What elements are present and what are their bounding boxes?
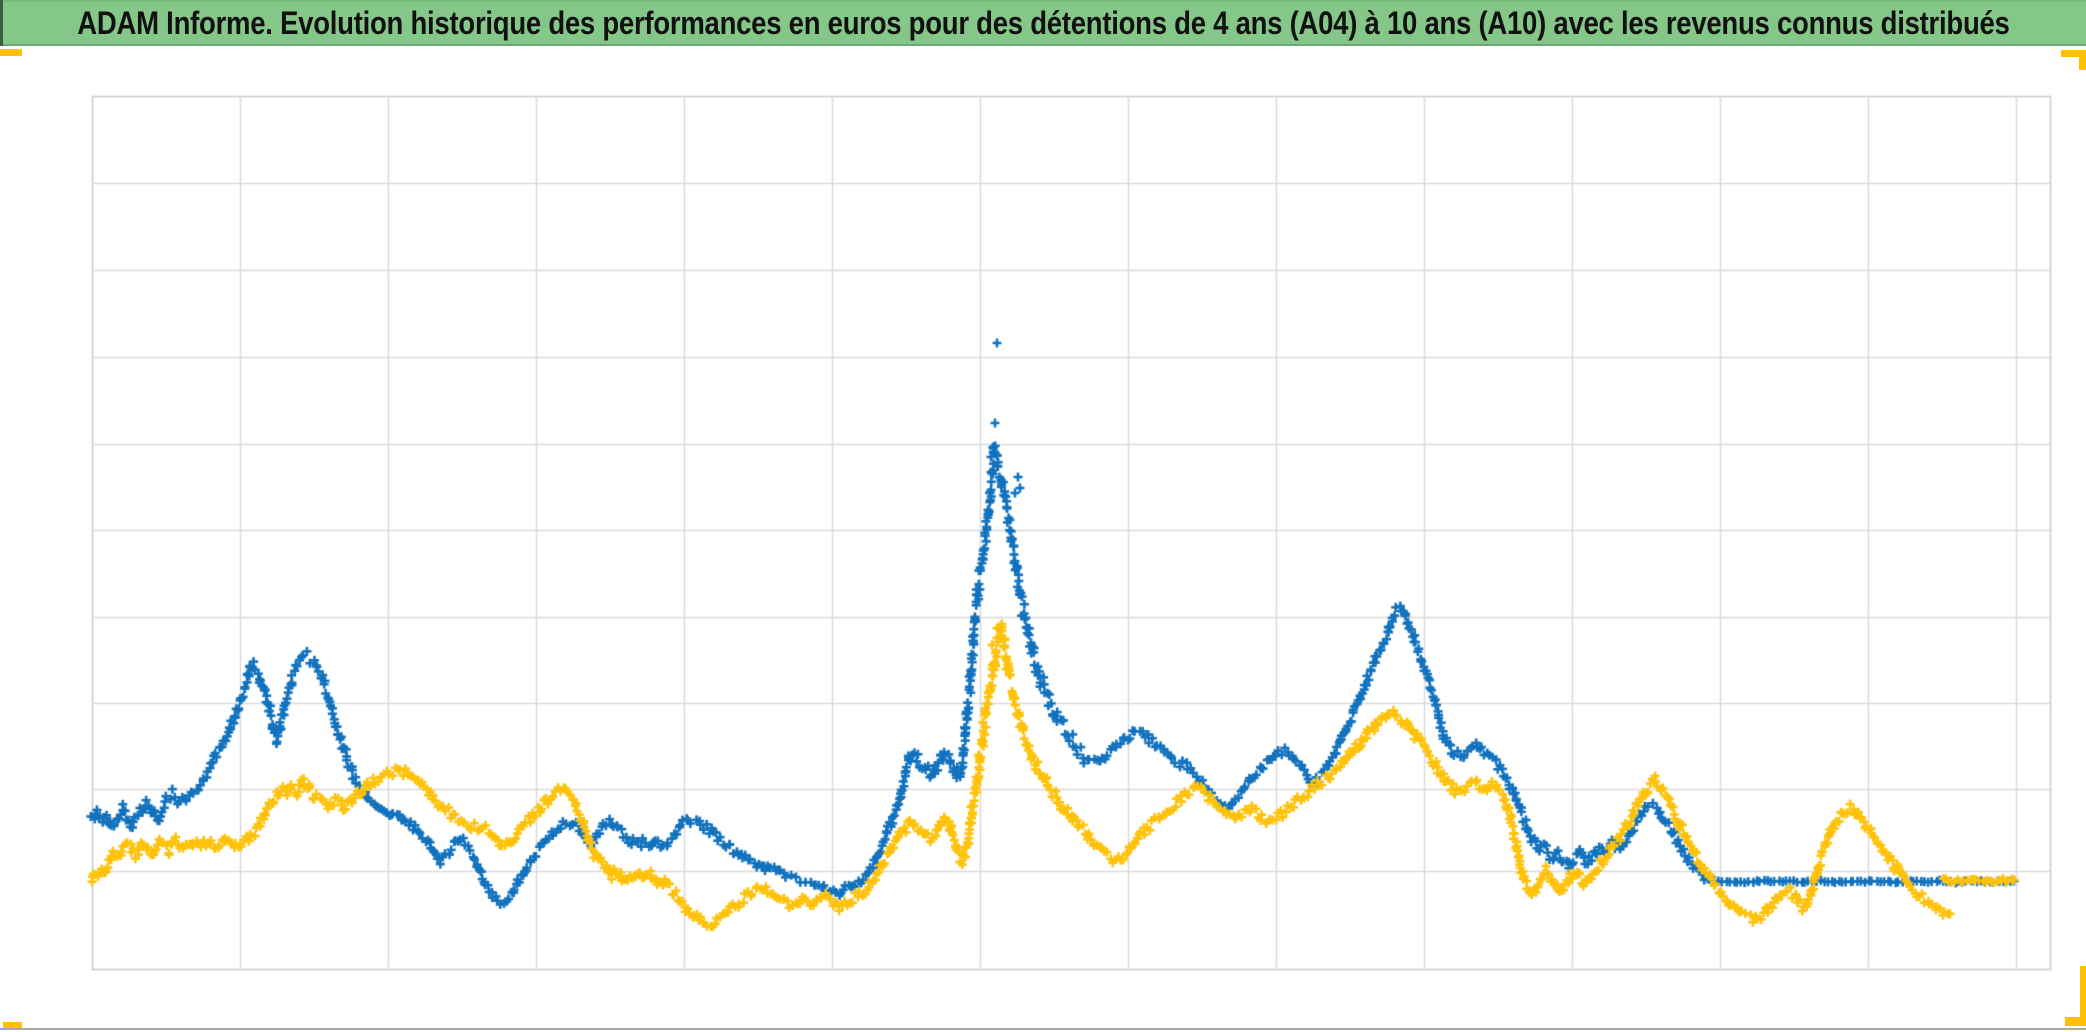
slide-bottom-edge (0, 1028, 2086, 1030)
selection-mark-bottom-left (3, 1022, 22, 1029)
selection-mark-bottom-right-horizontal (2065, 1017, 2086, 1026)
selection-mark-banner-left (0, 49, 22, 56)
selection-mark-bottom-right-vertical (2080, 966, 2086, 1026)
selection-mark-top-right-vertical (2079, 50, 2086, 70)
selection-mark-top-right-horizontal (2061, 50, 2086, 57)
